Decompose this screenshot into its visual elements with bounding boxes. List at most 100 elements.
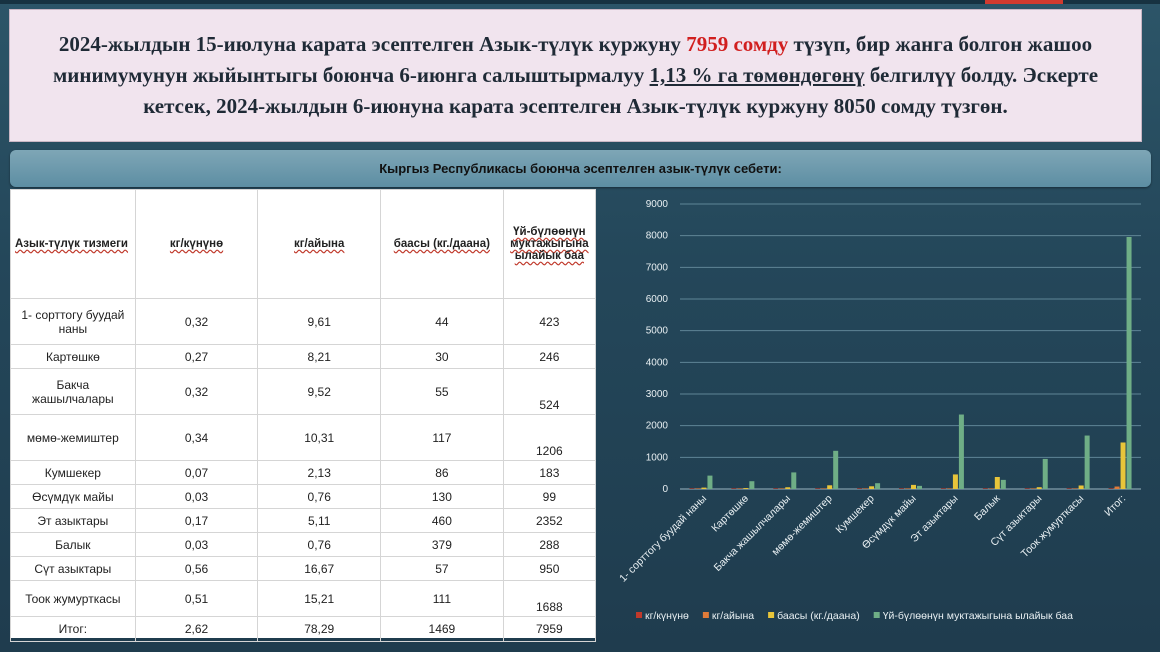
bar: [952, 474, 958, 489]
bar: [791, 472, 797, 489]
bar: [911, 484, 916, 489]
table-row: Өсүмдүк майы 0,03 0,76 130 99: [10, 484, 597, 509]
price-cell: 111: [380, 580, 504, 617]
header-part2: түзүп, бир жанга болгон жашоо минимумуну…: [52, 32, 1093, 87]
family-cost-cell: 99: [502, 484, 597, 509]
bar: [946, 488, 952, 489]
table-row: Сүт азыктары 0,56 16,67 57 950: [10, 556, 597, 581]
bar: [833, 450, 839, 489]
table-row: Тоок жумурткасы 0,51 15,21 111 1688: [10, 580, 597, 617]
price-cell: 379: [380, 532, 504, 557]
data-table-wrap: Азык-түлүк тизмеги кг/күнүнө кг/айына ба…: [10, 189, 597, 642]
kg-month-cell: 15,21: [257, 580, 382, 617]
kg-month-cell: 2,13: [257, 460, 382, 485]
price-cell: 86: [380, 460, 504, 485]
kg-month-cell: 5,11: [257, 508, 382, 533]
bar: [988, 488, 994, 489]
table-header-row: Азык-түлүк тизмеги кг/күнүнө кг/айына ба…: [10, 189, 597, 299]
bar: [1078, 485, 1084, 489]
bar: [749, 481, 755, 489]
price-cell: 460: [380, 508, 504, 533]
bar: [1084, 435, 1090, 489]
family-cost-cell: 183: [502, 460, 597, 485]
kg-day-cell: 0,03: [134, 532, 259, 557]
kg-day-cell: 0,27: [134, 344, 259, 369]
kg-month-cell: 10,31: [257, 414, 382, 461]
bar: [821, 488, 827, 489]
kg-day-cell: 2,62: [134, 616, 259, 642]
bar: [785, 487, 791, 489]
bar: [827, 485, 833, 489]
product-name-cell: 1- сорттогу буудай наны: [10, 298, 136, 345]
bar: [815, 488, 821, 489]
col-header-price: баасы (кг./даана): [380, 189, 504, 299]
x-tick-label: Бакча жашылчалары: [712, 493, 793, 574]
family-cost-cell: 423: [502, 298, 597, 345]
legend-label: кг/күнүнө: [645, 610, 689, 622]
y-tick-label: 0: [662, 484, 668, 495]
family-cost-cell: 524: [502, 368, 597, 415]
col-header-family-cost: Үй-бүлөөнүн муктажыгына ылайык баа: [502, 189, 597, 299]
col-header-product: Азык-түлүк тизмеги: [10, 189, 136, 299]
chart-area: 0 1000 2000 3000 4000 5000 6000 7000 8000 9000 1- …: [596, 189, 1151, 638]
legend-label: баасы (кг./даана): [777, 610, 860, 622]
header-text: 2024-жылдын 15-июлуна карата эсептелген …: [34, 29, 1117, 122]
x-tick-label: Картөшкө: [709, 493, 751, 535]
price-cell: 55: [380, 368, 504, 415]
bar: [1072, 488, 1078, 489]
kg-day-cell: 0,03: [134, 484, 259, 509]
table-row: Эт азыктары 0,17 5,11 460 2352: [10, 508, 597, 533]
legend-swatch: [768, 612, 775, 618]
bar: [695, 488, 701, 489]
product-name-cell: Бакча жашылчалары: [10, 368, 136, 415]
kg-day-cell: 0,51: [134, 580, 259, 617]
top-strip: [0, 0, 1160, 4]
x-tick-label: 1- сорттогу буудай наны: [617, 493, 709, 585]
product-name-cell: Сүт азыктары: [10, 556, 136, 581]
bar: [1126, 236, 1132, 489]
legend-swatch: [636, 612, 642, 618]
kg-day-cell: 0,32: [134, 298, 259, 345]
family-cost-cell: 1206: [502, 414, 597, 461]
header-underlined: 1,13 % га төмөндөгөнү: [649, 63, 865, 87]
y-tick-label: 1000: [646, 452, 669, 463]
kg-month-cell: 0,76: [257, 532, 382, 557]
bar: [731, 488, 737, 489]
price-cell: 1469: [380, 616, 504, 642]
price-cell: 130: [380, 484, 504, 509]
product-name-cell: мөмө-жемиштер: [10, 414, 136, 461]
kg-month-cell: 78,29: [257, 616, 382, 642]
kg-day-cell: 0,34: [134, 414, 259, 461]
price-cell: 44: [380, 298, 504, 345]
bar: [857, 488, 863, 489]
data-table: Азык-түлүк тизмеги кг/күнүнө кг/айына ба…: [10, 189, 597, 642]
y-tick-label: 9000: [646, 199, 669, 210]
bar: [1120, 442, 1126, 489]
y-tick-label: 7000: [646, 262, 669, 273]
table-row: Итог: 2,62 78,29 1469 7959: [10, 616, 597, 642]
product-name-cell: Итог:: [10, 616, 136, 642]
kg-month-cell: 16,67: [257, 556, 382, 581]
y-tick-label: 4000: [646, 357, 669, 368]
bar: [940, 488, 946, 489]
bar: [1108, 488, 1114, 489]
x-tick-label: Итог:: [1102, 493, 1128, 519]
bar: [701, 487, 707, 489]
col-header-kg-day: кг/күнүнө: [134, 189, 259, 299]
table-row: Картөшкө 0,27 8,21 30 246: [10, 344, 597, 369]
y-tick-label: 6000: [646, 294, 669, 305]
family-cost-cell: 7959: [502, 616, 597, 642]
x-tick-label: Балык: [972, 492, 1003, 523]
bar: [707, 475, 713, 489]
y-tick-label: 5000: [646, 326, 669, 337]
bar-chart: 0 1000 2000 3000 4000 5000 6000 7000 8000 9000 1- …: [617, 199, 1141, 622]
table-row: Кумшекер 0,07 2,13 86 183: [10, 460, 597, 485]
bar: [689, 488, 695, 489]
table-title-bar: Кыргыз Республикасы боюнча эсептелген аз…: [10, 150, 1151, 187]
kg-month-cell: 0,76: [257, 484, 382, 509]
product-name-cell: Тоок жумурткасы: [10, 580, 136, 617]
bar: [779, 488, 785, 489]
legend-label: кг/айына: [712, 610, 754, 622]
legend-label: Үй-бүлөөнүн муктажыгына ылайык баа: [883, 610, 1073, 622]
kg-day-cell: 0,17: [134, 508, 259, 533]
